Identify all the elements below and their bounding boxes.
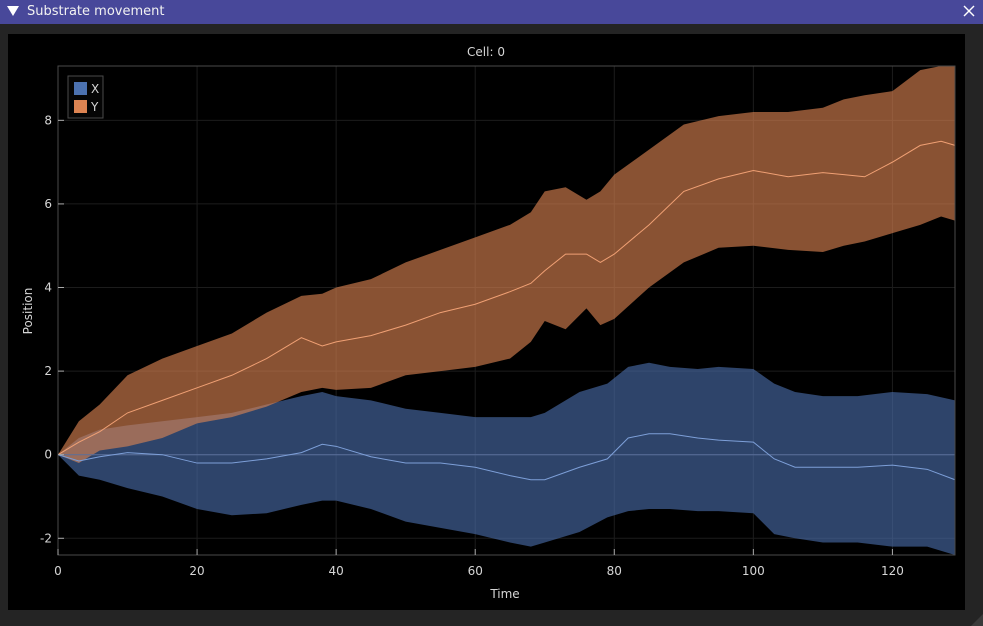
series-bands	[58, 66, 955, 555]
legend-label-y: Y	[90, 100, 99, 114]
band-x	[58, 362, 955, 555]
position-chart[interactable]: Cell: 0 0 20 40 60 80 100 120 -2 0 2 4 6 8 Time Pos…	[8, 34, 965, 610]
y-tick-label: 2	[44, 364, 52, 378]
y-tick-label: -2	[40, 531, 52, 545]
window-titlebar[interactable]: Substrate movement	[0, 0, 983, 24]
y-axis-label: Position	[21, 288, 35, 335]
y-tick-labels: -2 0 2 4 6 8	[40, 113, 52, 545]
plot-area[interactable]: Cell: 0 0 20 40 60 80 100 120 -2 0 2 4 6 8 Time Pos…	[8, 34, 965, 610]
x-tick-label: 80	[607, 564, 622, 578]
series-lines	[57, 140, 956, 481]
legend-swatch-x	[74, 82, 87, 95]
resize-grip-icon[interactable]	[967, 610, 983, 626]
window-title: Substrate movement	[27, 4, 165, 19]
plot-frame	[57, 65, 956, 556]
y-tick-label: 0	[44, 448, 52, 462]
band-y	[58, 66, 955, 464]
collapse-triangle-icon[interactable]	[6, 4, 20, 18]
x-tick-label: 120	[881, 564, 904, 578]
mean-line-x	[57, 433, 956, 481]
x-tick-label: 100	[742, 564, 765, 578]
x-tick-label: 60	[468, 564, 483, 578]
x-axis-label: Time	[489, 587, 519, 601]
legend-label-x: X	[91, 82, 99, 96]
legend-swatch-y	[74, 100, 87, 113]
mean-line-y	[57, 140, 956, 456]
x-tick-label: 20	[189, 564, 204, 578]
x-tick-label: 40	[328, 564, 343, 578]
x-tick-label: 0	[54, 564, 62, 578]
y-tick-label: 8	[44, 113, 52, 127]
x-tick-labels: 0 20 40 60 80 100 120	[54, 564, 904, 578]
y-tick-label: 4	[44, 281, 52, 295]
axes	[57, 65, 956, 556]
close-icon[interactable]	[961, 3, 977, 19]
chart-title: Cell: 0	[467, 45, 505, 59]
legend[interactable]: XY	[67, 75, 104, 119]
y-tick-label: 6	[44, 197, 52, 211]
